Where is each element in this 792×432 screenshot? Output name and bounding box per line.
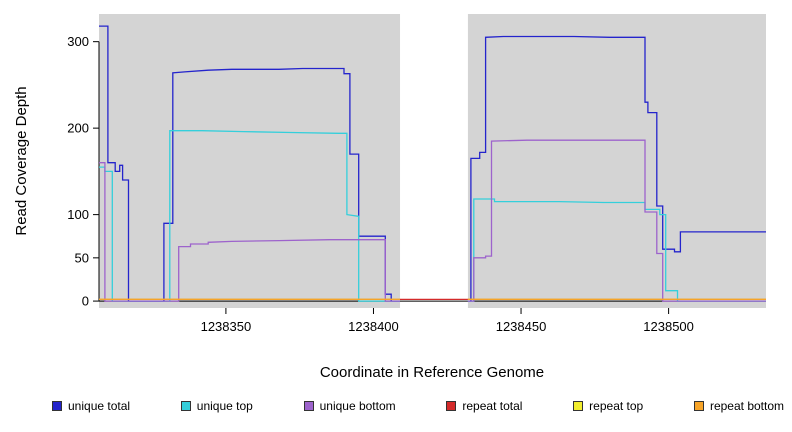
legend-label: repeat top bbox=[589, 399, 644, 413]
y-axis-title: Read Coverage Depth bbox=[13, 86, 30, 235]
y-tick-label: 200 bbox=[67, 121, 89, 136]
legend-swatch-icon bbox=[180, 401, 191, 411]
x-axis-title: Coordinate in Reference Genome bbox=[320, 364, 544, 381]
legend-item-unique-total: unique total bbox=[52, 399, 130, 413]
legend-label: unique total bbox=[68, 399, 131, 413]
chart-svg: 1238350 1238400 1238450 1238500 0 50 100 200 300… bbox=[13, 14, 766, 381]
legend-swatch-icon bbox=[446, 401, 457, 411]
legend-label: repeat total bbox=[462, 399, 523, 413]
legend-item-repeat-top: repeat top bbox=[573, 399, 643, 413]
x-tick-label: 1238400 bbox=[348, 319, 399, 334]
legend-swatch-icon bbox=[693, 401, 704, 411]
no-data-gap-band bbox=[400, 14, 468, 308]
chart-generated-layers: 1238350 1238400 1238450 1238500 0 50 100 200 300 bbox=[67, 14, 766, 334]
legend-swatch-icon bbox=[573, 401, 584, 411]
legend-label: unique top bbox=[196, 399, 253, 413]
legend-item-repeat-bottom: repeat bottom bbox=[693, 399, 784, 413]
chart-legend: unique total unique top unique bottom repea… bbox=[52, 399, 784, 413]
legend-item-unique-bottom: unique bottom bbox=[303, 399, 396, 413]
x-tick-label: 1238500 bbox=[643, 319, 694, 334]
legend-label: repeat bottom bbox=[709, 399, 784, 413]
y-tick-label: 50 bbox=[75, 250, 89, 265]
legend-label: unique bottom bbox=[319, 399, 396, 413]
legend-swatch-icon bbox=[303, 401, 314, 411]
series-line-unique-bottom bbox=[99, 162, 400, 302]
y-tick-label: 100 bbox=[67, 207, 89, 222]
legend-item-unique-top: unique top bbox=[180, 399, 253, 413]
legend-item-repeat-total: repeat total bbox=[446, 399, 522, 413]
series-line-unique-bottom bbox=[467, 139, 766, 302]
x-tick-label: 1238350 bbox=[201, 319, 252, 334]
series-line-unique-top bbox=[99, 130, 400, 302]
y-tick-label: 300 bbox=[67, 34, 89, 49]
y-tick-label: 0 bbox=[82, 294, 89, 309]
x-tick-label: 1238450 bbox=[496, 319, 547, 334]
series-line-unique-total bbox=[467, 35, 766, 302]
legend-swatch-icon bbox=[52, 401, 62, 411]
